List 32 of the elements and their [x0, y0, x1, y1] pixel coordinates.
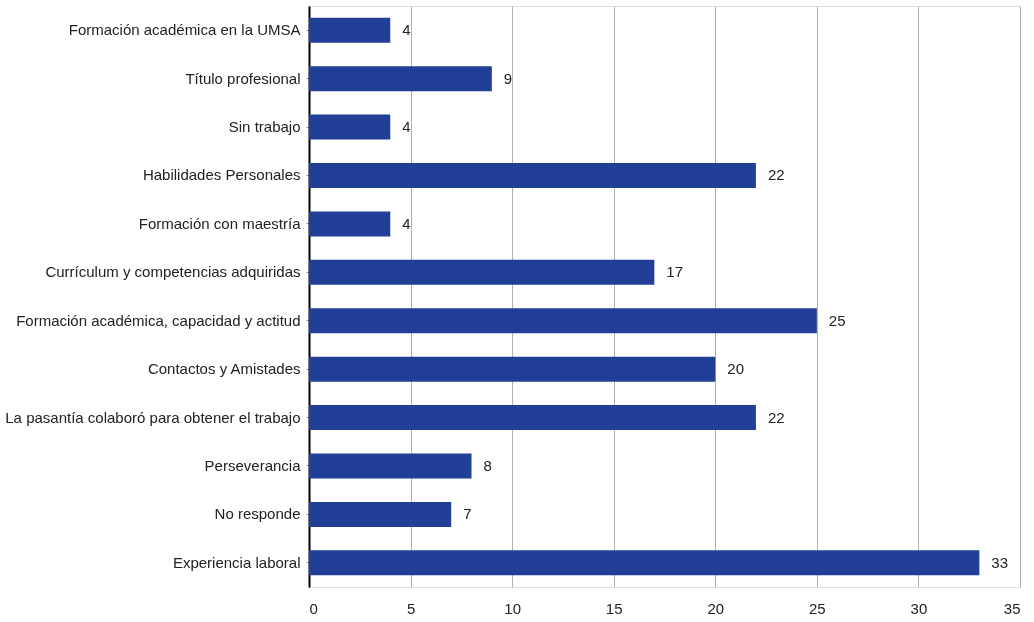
- x-tick-label: 35: [1003, 599, 1021, 617]
- data-label: 22: [767, 408, 785, 426]
- x-tick-label: 5: [406, 599, 416, 617]
- data-label: 4: [402, 214, 411, 232]
- data-label: 17: [666, 263, 684, 281]
- data-label: 22: [767, 166, 785, 184]
- x-tick-label: 20: [707, 599, 725, 617]
- y-tick-label: Título profesional: [185, 69, 301, 87]
- data-label: 7: [463, 505, 472, 523]
- y-tick-label: Contactos y Amistades: [147, 360, 301, 378]
- x-tick-label: 30: [910, 599, 928, 617]
- x-tick-label: 10: [504, 599, 521, 617]
- y-tick-label: Formación con maestría: [138, 214, 302, 232]
- y-tick-label: Sin trabajo: [228, 118, 301, 136]
- y-tick-label: No responde: [214, 505, 301, 523]
- y-tick-label: Experiencia laboral: [172, 553, 301, 571]
- data-label: 20: [727, 360, 744, 378]
- y-tick-label: Formación académica en la UMSA: [68, 21, 301, 39]
- x-tick-label: 15: [605, 599, 623, 617]
- data-label: 33: [991, 553, 1009, 571]
- x-tick-label: 25: [809, 599, 826, 617]
- data-label: 25: [828, 311, 846, 329]
- y-tick-label: Habilidades Personales: [142, 166, 301, 184]
- y-tick-label: Formación académica, capacidad y actitud: [16, 311, 301, 329]
- data-label: 4: [402, 118, 411, 136]
- y-tick-label: Perseverancia: [204, 456, 302, 474]
- x-tick-label: 0: [309, 599, 318, 617]
- y-tick-label: Currículum y competencias adquiridas: [45, 263, 301, 281]
- y-tick-label: La pasantía colaboró para obtener el trabajo: [5, 408, 301, 426]
- data-label: 8: [483, 456, 492, 474]
- data-label: 9: [503, 69, 513, 87]
- data-label: 4: [402, 21, 411, 39]
